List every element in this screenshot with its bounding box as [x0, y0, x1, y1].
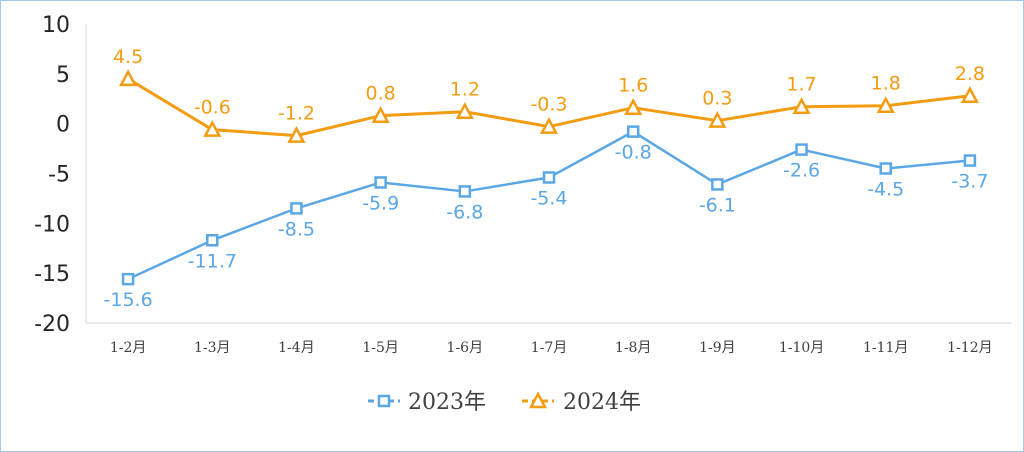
x-tick-label: 1-9月	[699, 340, 736, 356]
data-point-triangle	[287, 125, 306, 143]
data-point-square	[626, 125, 640, 138]
data-point-square	[290, 202, 303, 215]
data-label: 1.2	[450, 79, 480, 101]
legend: 2023年 2024年	[368, 390, 641, 415]
axes	[85, 24, 1012, 324]
data-point-square	[458, 185, 472, 198]
data-label: 4.5	[113, 46, 143, 68]
y-tick-label: 0	[56, 113, 70, 138]
data-point-triangle	[960, 86, 980, 104]
x-tick-label: 1-2月	[110, 340, 147, 356]
data-label: -3.7	[951, 171, 988, 193]
data-label: -15.6	[104, 289, 153, 311]
data-point-square	[542, 171, 556, 184]
data-label: 0.8	[366, 83, 396, 105]
x-tick-label: 1-12月	[947, 340, 992, 356]
data-point-triangle	[876, 96, 895, 113]
data-label: 0.3	[702, 88, 732, 110]
data-point-triangle	[708, 111, 727, 128]
x-tick-label: 1-7月	[531, 340, 568, 356]
y-tick-label: -10	[34, 212, 70, 237]
data-point-triangle	[455, 102, 474, 119]
data-point-square	[711, 178, 724, 191]
y-tick-label: 5	[56, 63, 70, 88]
y-tick-label: -15	[34, 262, 70, 287]
data-point-square	[795, 143, 808, 156]
data-label: -6.1	[699, 194, 736, 216]
data-label: -5.9	[362, 192, 399, 214]
data-point-triangle	[118, 69, 138, 87]
data-point-triangle	[371, 106, 390, 123]
y-tick-label: -5	[48, 163, 70, 188]
y-tick-label: 10	[42, 13, 70, 38]
y-tick-label: -20	[34, 312, 70, 337]
data-label: 1.6	[618, 75, 648, 97]
data-point-square	[879, 162, 892, 175]
data-label: -0.6	[194, 97, 231, 119]
x-tick-label: 1-10月	[779, 340, 824, 356]
x-tick-label: 1-8月	[615, 340, 652, 356]
data-point-triangle	[624, 98, 643, 115]
data-label: -0.3	[530, 94, 567, 116]
data-label: 1.7	[786, 74, 816, 96]
data-point-triangle	[792, 97, 811, 114]
legend-marker-triangle	[528, 391, 548, 409]
x-tick-label: 1-4月	[278, 340, 315, 356]
data-label: -6.8	[446, 201, 483, 223]
legend-item-2023: 2023年	[368, 390, 486, 415]
data-label: -11.7	[188, 250, 237, 272]
x-tick-label: 1-3月	[194, 340, 231, 356]
x-tick-label: 1-6月	[447, 340, 484, 356]
data-label: -4.5	[867, 179, 904, 201]
x-tick-labels: 1-2月 1-3月 1-4月 1-5月 1-6月 1-7月 1-8月 1-9月 1-10月 1-1…	[110, 340, 993, 356]
series-layer	[118, 69, 980, 286]
data-point-square	[963, 154, 977, 167]
legend-marker-square	[377, 394, 391, 408]
legend-label-2023: 2023年	[408, 390, 486, 415]
data-label: -1.2	[278, 103, 315, 125]
data-label: 1.8	[871, 73, 901, 95]
data-labels: -15.6 -11.7 -8.5 -5.9 -6.8 -5.4 -0.8 -6.1 -2.6 -4…	[104, 46, 989, 311]
data-point-square	[206, 234, 219, 247]
data-point-triangle	[539, 117, 559, 134]
x-tick-label: 1-11月	[863, 340, 908, 356]
y-tick-labels: 10 5 0 -5 -10 -15 -20	[34, 13, 70, 337]
data-point-square	[121, 272, 135, 286]
data-label: -8.5	[278, 218, 315, 240]
data-label: -2.6	[783, 160, 820, 182]
x-tick-label: 1-5月	[362, 340, 399, 356]
data-label: 2.8	[955, 63, 985, 85]
data-point-triangle	[203, 120, 222, 137]
data-point-square	[374, 176, 387, 189]
legend-item-2024: 2024年	[522, 390, 641, 415]
data-label: -5.4	[530, 187, 567, 209]
legend-label-2024: 2024年	[563, 390, 641, 415]
data-label: -0.8	[615, 142, 652, 164]
